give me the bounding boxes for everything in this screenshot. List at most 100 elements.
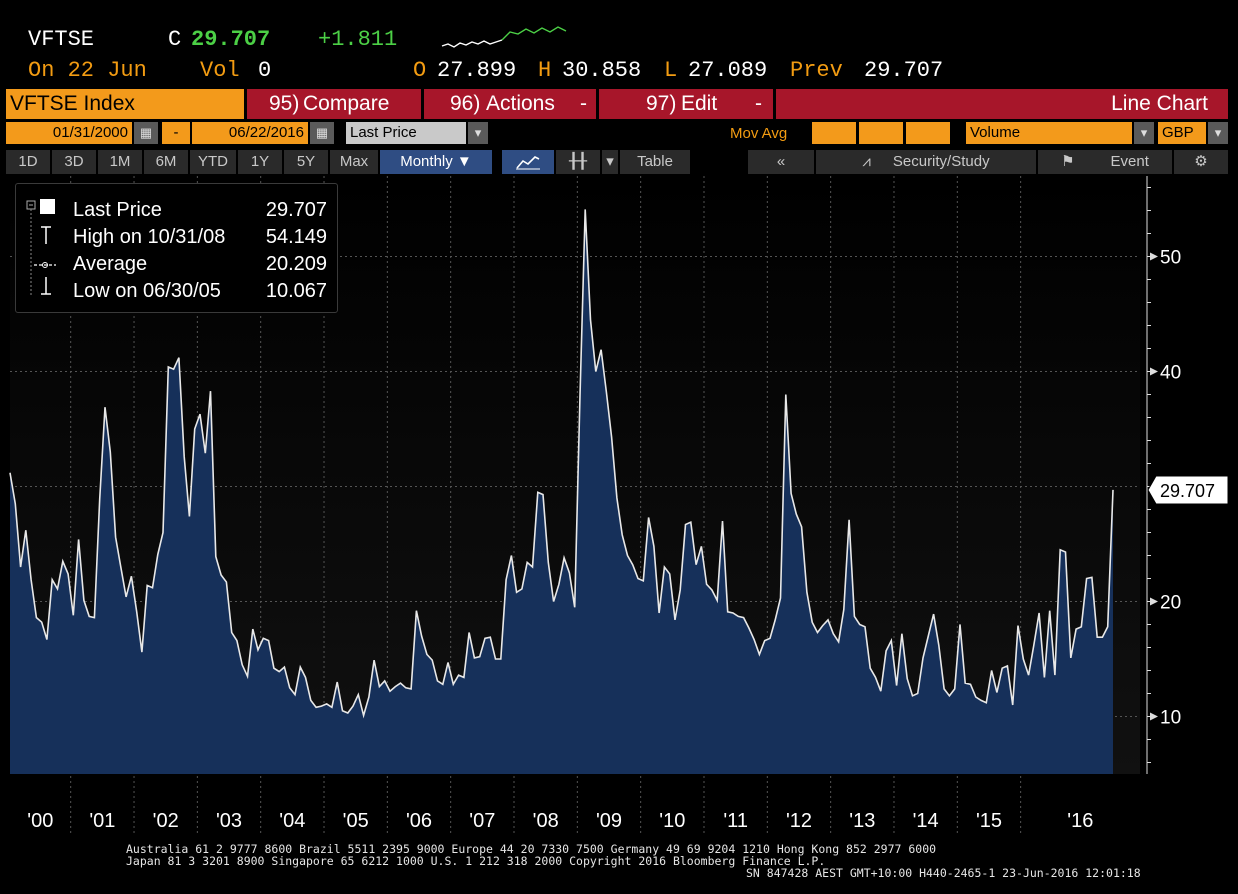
edit-button[interactable]: 97) Edit - xyxy=(599,89,773,119)
frequency-select[interactable]: Monthly ▼ xyxy=(380,150,492,174)
close-price: 29.707 xyxy=(191,27,271,52)
sparkline xyxy=(441,26,567,48)
y-tick-label: 20 xyxy=(1160,593,1181,614)
x-tick-label: '04 xyxy=(279,810,305,832)
legend-high-value: 54.149 xyxy=(265,226,327,248)
x-axis: '00 '01 '02 '03 '04 '05 '06 '07 '08 '09 '10 '11 '12 '… xyxy=(27,810,1093,832)
legend-average-value: 20.209 xyxy=(265,253,327,275)
currency-select[interactable]: GBP xyxy=(1158,122,1206,144)
chart-type-button[interactable]: Line Chart xyxy=(776,89,1228,119)
table-button[interactable]: Table xyxy=(620,150,690,174)
chart-legend: Last Price 29.707 High on 10/31/08 54.14… xyxy=(15,183,338,313)
legend-low-label: Low on 06/30/05 xyxy=(73,280,221,302)
actions-label: Actions xyxy=(486,92,555,115)
start-date-field[interactable]: 01/31/2000 xyxy=(6,122,132,144)
field-dropdown-icon[interactable]: ▾ xyxy=(468,122,488,144)
footer-contacts-line2: Japan 81 3 3201 8900 Singapore 65 6212 1… xyxy=(126,854,826,868)
compare-label: Compare xyxy=(303,92,390,115)
high-value: 30.858 xyxy=(562,58,642,83)
end-date-field[interactable]: 06/22/2016 xyxy=(192,122,308,144)
mov-avg-field-3[interactable] xyxy=(906,122,950,144)
volume-select[interactable]: Volume xyxy=(966,122,1132,144)
security-study-label: Security/Study xyxy=(892,153,990,170)
volume-label: Vol xyxy=(200,58,240,83)
open-value: 27.899 xyxy=(437,58,517,83)
edit-dropdown-icon: - xyxy=(755,92,762,115)
flag-icon: ⚑ xyxy=(1061,153,1075,170)
prev-value: 29.707 xyxy=(864,58,944,83)
security-study-button[interactable]: ⩘ Security/Study xyxy=(816,150,1036,174)
x-tick-label: '03 xyxy=(216,810,242,832)
study-icon: ⩘ xyxy=(862,153,871,170)
event-button[interactable]: ⚑ Event xyxy=(1038,150,1172,174)
mov-avg-label: Mov Avg xyxy=(730,125,788,142)
y-axis: 10 20 40 50 xyxy=(1146,176,1181,774)
period-max[interactable]: Max xyxy=(330,150,378,174)
legend-last-price-value: 29.707 xyxy=(265,199,327,221)
high-label: H xyxy=(538,58,552,83)
period-1y[interactable]: 1Y xyxy=(238,150,282,174)
line-chart-icon[interactable] xyxy=(502,150,554,174)
x-tick-label: '14 xyxy=(913,810,939,832)
legend-icons xyxy=(26,199,56,295)
low-label: L xyxy=(664,58,678,83)
mov-avg-field-1[interactable] xyxy=(812,122,856,144)
y-tick-marker xyxy=(1150,597,1158,606)
frequency-dropdown-icon: ▼ xyxy=(456,153,472,170)
period-1d[interactable]: 1D xyxy=(6,150,50,174)
field-select[interactable]: Last Price xyxy=(346,122,466,144)
period-5y[interactable]: 5Y xyxy=(284,150,328,174)
x-tick-label: '12 xyxy=(786,810,812,832)
actions-number: 96) xyxy=(450,92,481,115)
actions-button[interactable]: 96) Actions - xyxy=(424,89,596,119)
bar-chart-icon[interactable]: ╂╂ xyxy=(556,150,600,174)
volume-dropdown-icon[interactable]: ▾ xyxy=(1134,122,1154,144)
settings-toolbar: 01/31/2000 ▦ - 06/22/2016 ▦ Last Price ▾… xyxy=(6,122,1228,146)
volume-value: 0 xyxy=(258,58,272,83)
compare-button[interactable]: 95) Compare xyxy=(247,89,421,119)
last-price-tag-text: 29.707 xyxy=(1160,481,1215,501)
x-tick-label: '13 xyxy=(849,810,875,832)
y-tick-marker xyxy=(1150,252,1158,261)
period-3d[interactable]: 3D xyxy=(52,150,96,174)
open-label: O xyxy=(413,58,427,83)
x-tick-label: '16 xyxy=(1067,810,1093,832)
area-fill xyxy=(10,209,1113,774)
main-toolbar: VFTSE Index 95) Compare 96) Actions - 97… xyxy=(6,89,1228,119)
start-calendar-icon[interactable]: ▦ xyxy=(134,122,158,144)
close-label: C xyxy=(168,27,182,52)
y-tick-label: 50 xyxy=(1160,248,1181,269)
x-tick-label: '00 xyxy=(27,810,53,832)
y-tick-marker xyxy=(1150,367,1158,376)
last-price-tag: 29.707 xyxy=(1147,475,1229,505)
chart-type-label: Line Chart xyxy=(1111,92,1208,115)
edit-number: 97) xyxy=(646,92,677,115)
x-tick-label: '06 xyxy=(406,810,432,832)
index-label: VFTSE Index xyxy=(6,89,244,119)
period-1m[interactable]: 1M xyxy=(98,150,142,174)
x-tick-label: '05 xyxy=(343,810,369,832)
footer-contacts-line1: Australia 61 2 9777 8600 Brazil 5511 239… xyxy=(126,842,937,856)
x-tick-label: '15 xyxy=(976,810,1002,832)
date-range-dash: - xyxy=(162,122,190,144)
quote-date: On 22 Jun xyxy=(28,58,147,83)
settings-gear-icon[interactable]: ⚙ xyxy=(1174,150,1228,174)
x-tick-label: '02 xyxy=(153,810,179,832)
chart-type-dropdown-icon[interactable]: ▾ xyxy=(602,150,618,174)
period-6m[interactable]: 6M xyxy=(144,150,188,174)
compare-number: 95) xyxy=(269,92,300,115)
end-calendar-icon[interactable]: ▦ xyxy=(310,122,334,144)
ticker-symbol: VFTSE xyxy=(28,27,95,52)
period-toolbar: 1D 3D 1M 6M YTD 1Y 5Y Max Monthly ▼ ╂╂ ▾… xyxy=(6,150,1228,176)
price-line xyxy=(9,209,1114,719)
edit-label: Edit xyxy=(681,92,718,115)
x-tick-label: '01 xyxy=(89,810,115,832)
mov-avg-field-2[interactable] xyxy=(859,122,903,144)
y-tick-label: 40 xyxy=(1160,363,1181,384)
y-tick-label: 10 xyxy=(1160,708,1181,729)
x-tick-label: '07 xyxy=(469,810,495,832)
period-ytd[interactable]: YTD xyxy=(190,150,236,174)
currency-dropdown-icon[interactable]: ▾ xyxy=(1208,122,1228,144)
x-tick-label: '09 xyxy=(596,810,622,832)
collapse-icon[interactable]: « xyxy=(748,150,814,174)
